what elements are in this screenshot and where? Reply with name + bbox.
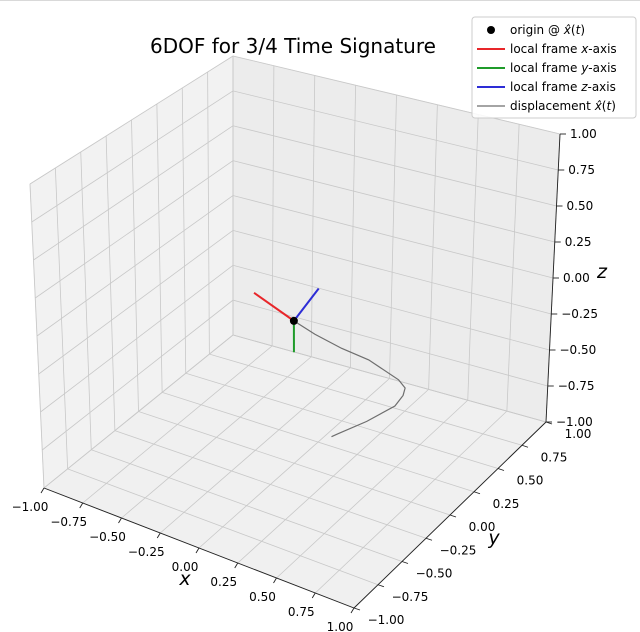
y-tick-label: −1.00 xyxy=(368,613,405,627)
z-tick-label: −0.50 xyxy=(560,343,597,357)
y-tick-mark xyxy=(473,491,481,495)
y-tick-label: 1.00 xyxy=(565,427,592,441)
top-border xyxy=(0,0,640,1)
y-grid-line xyxy=(54,167,379,586)
y-grid-line xyxy=(131,119,451,516)
y-tick-mark xyxy=(521,444,529,448)
z-grid-line xyxy=(29,55,561,185)
y-grid-line xyxy=(207,71,523,446)
y-grid-line xyxy=(80,151,403,562)
x-tick-label: −0.25 xyxy=(128,545,165,559)
x-tick-mark xyxy=(79,502,84,509)
x-tick-label: 0.00 xyxy=(172,560,199,574)
x-tick-label: −1.00 xyxy=(12,500,49,514)
x-tick-label: −0.50 xyxy=(89,530,126,544)
x-tick-mark xyxy=(156,532,161,539)
y-grid-line xyxy=(181,87,499,469)
legend-origin-label: origin @ x̂(t) xyxy=(510,23,585,37)
y-tick-mark xyxy=(449,514,457,518)
x-tick-label: 0.75 xyxy=(288,605,315,619)
y-tick-label: 0.50 xyxy=(517,474,544,488)
legend-box xyxy=(471,16,637,119)
grid-lines xyxy=(29,55,561,609)
frame-z-axis-line xyxy=(293,287,320,322)
y-tick-mark xyxy=(545,421,553,425)
y-tick-label: 0.00 xyxy=(469,520,496,534)
x-tick-mark xyxy=(118,517,122,524)
y-tick-label: −0.25 xyxy=(440,543,477,557)
axis-lines xyxy=(40,133,566,614)
x-axis-label: x xyxy=(178,568,191,590)
x-tick-mark xyxy=(273,577,277,584)
legend-z-axis-label: local frame z-axis xyxy=(510,80,616,94)
legend-x-axis-label: local frame x-axis xyxy=(510,42,617,56)
x-tick-mark xyxy=(40,487,45,494)
y-tick-label: −0.75 xyxy=(392,590,429,604)
x-tick-mark xyxy=(234,562,239,569)
y-tick-mark xyxy=(401,561,409,564)
x-tick-label: 1.00 xyxy=(327,620,354,632)
y-grid-line xyxy=(156,103,475,493)
axes-panes xyxy=(29,55,561,609)
x-tick-mark xyxy=(195,547,200,554)
x-tick-label: 0.25 xyxy=(210,575,237,589)
y-tick-mark xyxy=(497,468,505,471)
y-tick-mark xyxy=(377,584,385,588)
plot-series xyxy=(253,287,406,438)
frame-x-axis-line xyxy=(253,291,295,322)
z-tick-label: −0.75 xyxy=(558,379,595,393)
y-tick-label: 0.75 xyxy=(541,450,568,464)
tick-labels: −1.00−1.00−1.00−0.75−0.75−0.75−0.50−0.50… xyxy=(12,127,598,632)
legend-origin-marker xyxy=(487,26,495,34)
y-tick-label: 0.25 xyxy=(493,497,520,511)
x-tick-label: −0.75 xyxy=(50,515,87,529)
y-grid-line xyxy=(105,135,427,539)
z-tick-label: 0.25 xyxy=(565,235,592,249)
legend: origin @ x̂(t) local frame x-axis local … xyxy=(471,16,637,119)
chart-title: 6DOF for 3/4 Time Signature xyxy=(150,34,436,58)
origin-marker xyxy=(289,316,298,325)
x-tick-mark xyxy=(311,592,316,599)
z-tick-label: 0.00 xyxy=(563,271,590,285)
z-tick-label: −0.25 xyxy=(561,307,598,321)
displacement-line xyxy=(293,320,406,438)
y-tick-mark xyxy=(353,607,361,611)
y-axis-label: y xyxy=(487,527,500,549)
x-tick-label: 0.50 xyxy=(249,590,276,604)
z-tick-label: 0.75 xyxy=(568,163,595,177)
y-tick-mark xyxy=(425,537,433,541)
legend-y-axis-label: local frame y-axis xyxy=(510,61,617,75)
z-tick-label: 0.50 xyxy=(567,199,594,213)
z-tick-label: −1.00 xyxy=(556,415,593,429)
z-axis-label: z xyxy=(596,261,608,283)
y-tick-label: −0.50 xyxy=(416,567,453,581)
y-grid-line xyxy=(232,56,547,423)
z-tick-label: 1.00 xyxy=(570,127,597,141)
x-tick-mark xyxy=(350,607,355,614)
legend-displacement-label: displacement x̂(t) xyxy=(510,99,616,113)
